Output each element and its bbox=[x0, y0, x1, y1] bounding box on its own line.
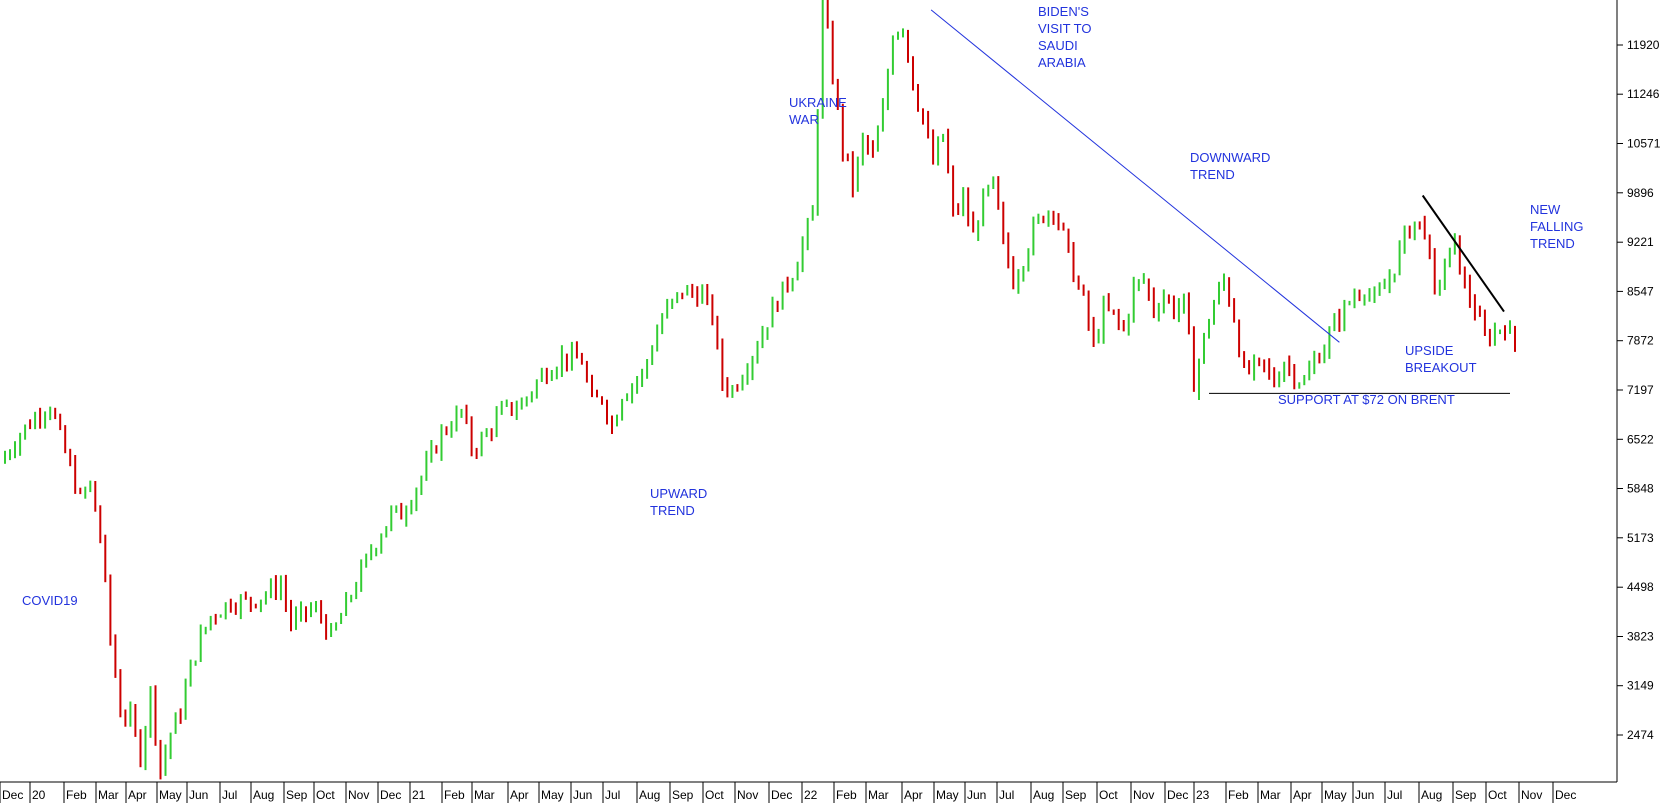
y-tick-label: 5173 bbox=[1627, 531, 1654, 545]
x-tick-label: Apr bbox=[904, 788, 923, 802]
x-tick-label: Dec bbox=[1167, 788, 1188, 802]
x-tick-label: Apr bbox=[128, 788, 147, 802]
annotation-line: ARABIA bbox=[1038, 55, 1086, 70]
x-tick-label: Jun bbox=[189, 788, 208, 802]
x-tick-label: Nov bbox=[737, 788, 758, 802]
x-axis-ticks: Dec 20 Feb Mar Apr May Jun Jul Aug Sep Oct Nov Dec 21… bbox=[0, 782, 1576, 803]
x-tick-label: 22 bbox=[804, 788, 818, 802]
y-axis-ticks: 11920 11246 10571 9896 9221 8547 7872 7197 6522 5… bbox=[1617, 38, 1661, 742]
x-tick-label: Jun bbox=[1355, 788, 1374, 802]
x-tick-label: Dec bbox=[1555, 788, 1576, 802]
x-tick-label: Mar bbox=[868, 788, 889, 802]
annotation-line: COVID19 bbox=[22, 593, 78, 608]
y-tick-label: 9221 bbox=[1627, 235, 1654, 249]
x-tick-label: May bbox=[159, 788, 182, 802]
annotation-line: TREND bbox=[1530, 236, 1575, 251]
x-tick-label: May bbox=[936, 788, 959, 802]
annotation-line: SUPPORT AT $72 ON BRENT bbox=[1278, 392, 1455, 407]
x-tick-label: Jun bbox=[967, 788, 986, 802]
x-tick-label: Dec bbox=[380, 788, 401, 802]
x-tick-label: Aug bbox=[1033, 788, 1054, 802]
y-tick-label: 3149 bbox=[1627, 679, 1654, 693]
annotation-support: SUPPORT AT $72 ON BRENT bbox=[1278, 392, 1455, 407]
annotation-line: TREND bbox=[1190, 167, 1235, 182]
annotations: COVID19 UPWARD TREND UKRAINE WAR BIDEN'S VISIT… bbox=[22, 4, 1583, 608]
price-bars bbox=[4, 0, 1516, 780]
x-tick-label: Mar bbox=[474, 788, 495, 802]
x-tick-label: May bbox=[541, 788, 564, 802]
annotation-line: VISIT TO bbox=[1038, 21, 1091, 36]
annotation-upward: UPWARD TREND bbox=[650, 486, 707, 518]
y-tick-label: 11246 bbox=[1627, 87, 1660, 101]
annotation-ukraine: UKRAINE WAR bbox=[789, 95, 847, 127]
x-tick-label: May bbox=[1324, 788, 1347, 802]
x-tick-label: Jul bbox=[605, 788, 620, 802]
y-tick-label: 2474 bbox=[1627, 728, 1654, 742]
x-tick-label: Sep bbox=[672, 788, 694, 802]
annotation-downward: DOWNWARD TREND bbox=[1190, 150, 1270, 182]
x-tick-label: 21 bbox=[412, 788, 426, 802]
x-tick-label: Dec bbox=[2, 788, 23, 802]
annotation-line: UKRAINE bbox=[789, 95, 847, 110]
x-tick-label: Mar bbox=[1260, 788, 1281, 802]
x-tick-label: Nov bbox=[1133, 788, 1154, 802]
downward-trendline bbox=[930, 9, 1340, 343]
y-tick-label: 7872 bbox=[1627, 334, 1654, 348]
x-tick-label: Sep bbox=[286, 788, 308, 802]
x-tick-label: Nov bbox=[1521, 788, 1542, 802]
x-tick-label: Oct bbox=[1488, 788, 1507, 802]
annotation-covid: COVID19 bbox=[22, 593, 78, 608]
x-tick-label: Sep bbox=[1455, 788, 1477, 802]
x-tick-label: Nov bbox=[348, 788, 369, 802]
x-tick-label: Oct bbox=[705, 788, 724, 802]
x-tick-label: Apr bbox=[1293, 788, 1312, 802]
y-tick-label: 4498 bbox=[1627, 580, 1654, 594]
annotation-line: TREND bbox=[650, 503, 695, 518]
x-tick-label: Feb bbox=[1228, 788, 1249, 802]
x-tick-label: Aug bbox=[1421, 788, 1442, 802]
x-tick-label: Sep bbox=[1065, 788, 1087, 802]
x-tick-label: 23 bbox=[1196, 788, 1210, 802]
annotation-line: SAUDI bbox=[1038, 38, 1078, 53]
annotation-line: WAR bbox=[789, 112, 819, 127]
annotation-line: NEW bbox=[1530, 202, 1561, 217]
x-tick-label: Apr bbox=[510, 788, 529, 802]
x-tick-label: Jul bbox=[1387, 788, 1402, 802]
annotation-line: UPSIDE bbox=[1405, 343, 1454, 358]
y-tick-label: 11920 bbox=[1627, 38, 1660, 52]
x-tick-label: Feb bbox=[444, 788, 465, 802]
x-tick-label: Dec bbox=[771, 788, 792, 802]
annotation-breakout: UPSIDE BREAKOUT bbox=[1405, 343, 1477, 375]
x-tick-label: Oct bbox=[316, 788, 335, 802]
y-tick-label: 10571 bbox=[1627, 137, 1661, 151]
x-tick-label: Feb bbox=[836, 788, 857, 802]
y-tick-label: 3823 bbox=[1627, 630, 1654, 644]
x-tick-label: Feb bbox=[66, 788, 87, 802]
x-tick-label: Aug bbox=[639, 788, 660, 802]
x-tick-label: Jul bbox=[222, 788, 237, 802]
annotation-line: BREAKOUT bbox=[1405, 360, 1477, 375]
annotation-line: DOWNWARD bbox=[1190, 150, 1270, 165]
y-tick-label: 6522 bbox=[1627, 432, 1654, 446]
annotation-line: UPWARD bbox=[650, 486, 707, 501]
annotation-line: FALLING bbox=[1530, 219, 1583, 234]
x-tick-label: Oct bbox=[1099, 788, 1118, 802]
y-tick-label: 5848 bbox=[1627, 482, 1654, 496]
x-tick-label: Mar bbox=[98, 788, 119, 802]
annotation-line: BIDEN'S bbox=[1038, 4, 1089, 19]
x-tick-label: Aug bbox=[253, 788, 274, 802]
y-tick-label: 7197 bbox=[1627, 383, 1654, 397]
x-tick-label: Jul bbox=[999, 788, 1014, 802]
x-tick-label: 20 bbox=[32, 788, 46, 802]
trendlines bbox=[930, 9, 1510, 394]
new-falling-trendline bbox=[1421, 194, 1505, 313]
annotation-biden: BIDEN'S VISIT TO SAUDI ARABIA bbox=[1038, 4, 1091, 70]
annotation-newfalling: NEW FALLING TREND bbox=[1530, 202, 1583, 251]
y-tick-label: 9896 bbox=[1627, 186, 1654, 200]
y-tick-label: 8547 bbox=[1627, 284, 1654, 298]
x-tick-label: Jun bbox=[573, 788, 592, 802]
